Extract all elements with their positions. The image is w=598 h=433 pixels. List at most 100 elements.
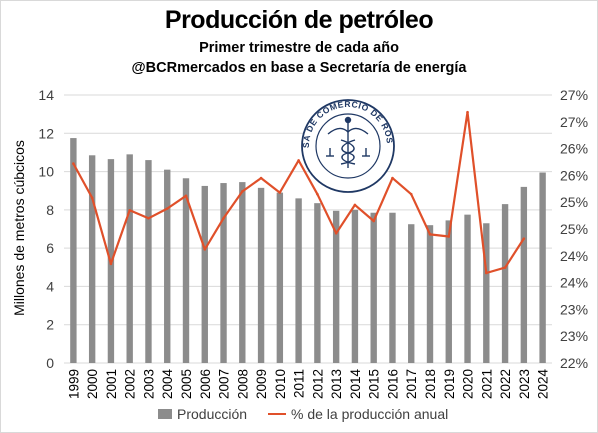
seal-inner-ring (315, 113, 381, 179)
x-tick-label: 1999 (66, 369, 81, 399)
y-axis-right-ticks: 22% 23% 23% 24% 24% 25% 25% 26% 26% 27% 27% (560, 87, 588, 371)
line-point (222, 216, 225, 220)
bar (314, 203, 321, 363)
line-point (447, 235, 451, 238)
line-point (391, 176, 394, 180)
x-tick-label: 2001 (104, 369, 119, 399)
y-left-tick-label: 0 (46, 355, 54, 371)
y-right-tick-label: 24% (560, 248, 588, 264)
line-point (353, 203, 357, 207)
bar (520, 186, 528, 363)
x-tick-label: 2014 (348, 369, 363, 400)
y-left-tick-label: 4 (46, 278, 54, 294)
x-tick-label: 2005 (179, 369, 194, 399)
y-right-tick-label: 24% (560, 275, 588, 291)
x-tick-label: 2023 (517, 369, 532, 399)
line-point (316, 192, 319, 196)
x-tick-label: 2011 (292, 369, 307, 398)
bar (445, 220, 452, 363)
y-left-tick-label: 14 (38, 87, 54, 103)
y-right-tick-label: 27% (560, 87, 588, 103)
x-tick-label: 2006 (198, 369, 213, 399)
y-left-tick-label: 6 (46, 240, 54, 256)
y-right-tick-label: 26% (560, 167, 588, 183)
seal-emblem (326, 116, 370, 168)
line-point (241, 190, 244, 193)
x-axis-ticks: 1999 2000 2001 2002 2003 2004 2005 2006 2007 2008… (66, 369, 550, 400)
line-point (372, 219, 375, 223)
line-point (409, 192, 413, 196)
bar (351, 209, 359, 363)
line-point (503, 266, 507, 269)
legend-swatch-bar (158, 409, 172, 419)
bar (408, 224, 415, 363)
x-tick-label: 2009 (254, 369, 269, 399)
x-tick-label: 2002 (123, 369, 138, 399)
y-left-tick-label: 12 (38, 125, 54, 141)
x-tick-label: 2004 (160, 369, 175, 400)
x-tick-label: 2022 (498, 369, 513, 399)
y-right-tick-label: 22% (560, 355, 588, 371)
line-point (203, 248, 207, 251)
y-right-tick-label: 25% (560, 221, 588, 237)
x-tick-label: 2020 (461, 369, 476, 399)
bar (88, 155, 96, 363)
line-point (109, 262, 113, 266)
legend-label-bar: Producción (177, 406, 248, 422)
line-point (184, 194, 188, 198)
bar (539, 172, 546, 363)
y-left-tick-label: 2 (46, 317, 54, 333)
line-point (147, 216, 150, 220)
y-right-tick-label: 26% (560, 141, 588, 157)
line-point (297, 159, 300, 162)
legend: Producción % de la producción anual (0, 404, 598, 424)
bar (483, 223, 490, 363)
bar (70, 138, 77, 363)
bar (220, 183, 227, 363)
x-tick-label: 2018 (423, 369, 438, 399)
legend-swatch-line (268, 413, 286, 415)
line-point (485, 271, 488, 275)
bar (426, 225, 434, 363)
x-tick-label: 2019 (442, 369, 457, 399)
line-point (428, 233, 432, 236)
y-axis-left-ticks: 0 2 4 6 8 10 12 14 (38, 87, 54, 371)
y-right-tick-label: 23% (560, 328, 588, 344)
x-tick-label: 2013 (329, 369, 344, 399)
line-point (466, 110, 469, 114)
bar (145, 160, 152, 363)
x-tick-label: 2000 (85, 369, 100, 399)
legend-label-line: % de la producción anual (291, 406, 449, 422)
y-axis-title: Millones de metros cúbcicos (11, 140, 27, 316)
line-point (334, 231, 338, 235)
y-right-tick-label: 27% (560, 114, 588, 130)
x-tick-label: 2007 (217, 369, 232, 399)
bar (276, 192, 284, 363)
bar (126, 154, 133, 363)
y-right-tick-label: 23% (560, 301, 588, 317)
x-tick-label: 2003 (141, 369, 156, 399)
line-point (259, 176, 263, 180)
line-point (128, 208, 131, 212)
line-point (72, 162, 75, 165)
x-tick-label: 2012 (310, 369, 325, 399)
bar (182, 178, 190, 363)
bar (295, 198, 302, 363)
chart-subtitle: Primer trimestre de cada año (199, 40, 399, 56)
x-tick-label: 2021 (479, 369, 494, 399)
chart-title: Producción de petróleo (164, 6, 434, 34)
line-point (278, 191, 282, 194)
x-tick-label: 2024 (536, 369, 551, 400)
bar (370, 212, 377, 363)
y-left-tick-label: 10 (38, 164, 54, 180)
bar (464, 214, 471, 363)
y-left-tick-label: 8 (46, 202, 54, 218)
bar (201, 185, 208, 363)
x-tick-label: 2010 (273, 369, 288, 399)
x-tick-label: 2017 (404, 369, 419, 399)
line-point (522, 237, 526, 240)
bar (389, 212, 396, 363)
line-point (165, 207, 169, 210)
x-tick-label: 2008 (235, 369, 250, 399)
